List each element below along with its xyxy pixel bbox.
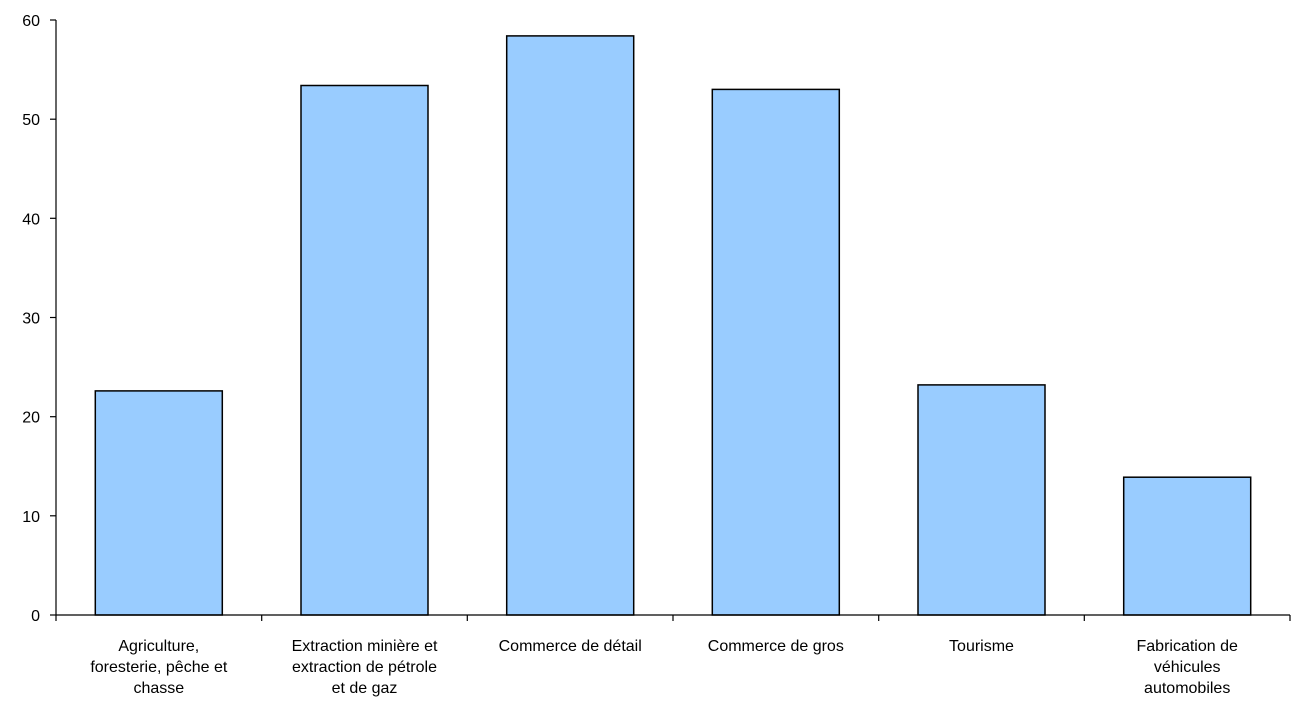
bar-4 bbox=[917, 384, 1046, 616]
category-label-4: Tourisme bbox=[949, 638, 1014, 655]
y-tick-label-1: 10 bbox=[22, 509, 40, 526]
y-tick-label-4: 40 bbox=[22, 211, 40, 228]
bars-layer bbox=[94, 35, 1252, 616]
category-label-3: Commerce de gros bbox=[708, 638, 844, 655]
bar-0 bbox=[94, 390, 224, 616]
category-label-0: Agriculture, foresterie, pêche et chasse bbox=[90, 638, 228, 697]
bar-3 bbox=[711, 88, 841, 616]
axes-layer bbox=[50, 19, 1291, 621]
category-label-5: Fabrication de véhicules automobiles bbox=[1137, 638, 1238, 697]
labels-layer: Agriculture, foresterie, pêche et chasse Ex… bbox=[22, 13, 1238, 697]
y-tick-label-6: 60 bbox=[22, 13, 40, 30]
y-tick-label-0: 0 bbox=[31, 608, 40, 625]
y-tick-label-5: 50 bbox=[22, 112, 40, 129]
category-label-2: Commerce de détail bbox=[499, 638, 642, 655]
bar-5 bbox=[1122, 476, 1252, 616]
y-tick-label-3: 30 bbox=[22, 311, 40, 328]
bar-2 bbox=[505, 35, 635, 616]
category-label-1: Extraction minière et extraction de pétro… bbox=[292, 638, 438, 697]
y-tick-label-2: 20 bbox=[22, 410, 40, 427]
bar-1 bbox=[300, 84, 429, 616]
